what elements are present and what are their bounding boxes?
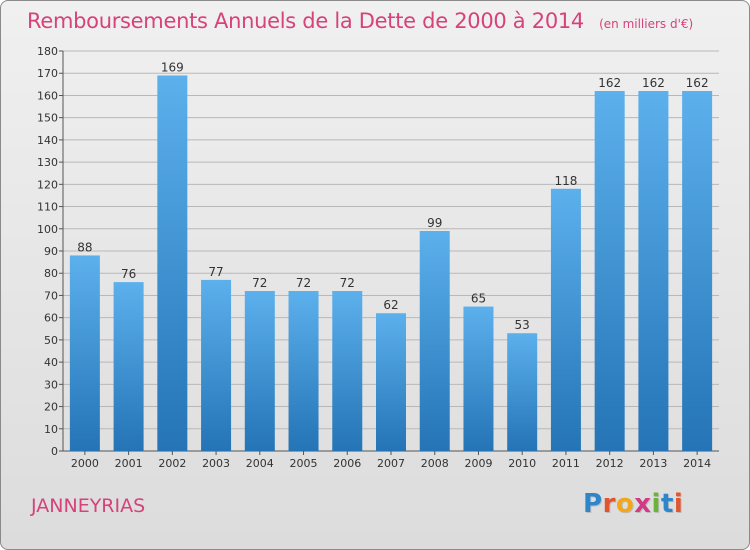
data-label: 99 bbox=[427, 216, 442, 230]
chart-title-text: Remboursements Annuels de la Dette de 20… bbox=[27, 9, 584, 33]
y-tick-label: 120 bbox=[37, 178, 58, 191]
data-label: 162 bbox=[686, 76, 709, 90]
y-tick-label: 50 bbox=[44, 334, 58, 347]
y-tick-label: 40 bbox=[44, 356, 58, 369]
y-tick-label: 60 bbox=[44, 312, 58, 325]
bar bbox=[463, 306, 494, 451]
y-tick-label: 140 bbox=[37, 134, 58, 147]
bar bbox=[682, 91, 713, 451]
y-tick-label: 130 bbox=[37, 156, 58, 169]
data-label: 53 bbox=[515, 318, 530, 332]
commune-name: JANNEYRIAS bbox=[31, 495, 146, 517]
y-tick-label: 110 bbox=[37, 201, 58, 214]
data-label: 72 bbox=[340, 276, 355, 290]
data-label: 72 bbox=[252, 276, 267, 290]
y-tick-label: 90 bbox=[44, 245, 58, 258]
x-tick-label: 2002 bbox=[158, 457, 186, 470]
bar bbox=[638, 91, 669, 451]
x-tick-labels: 2000 2001 2002 2003 2004 2005 2006 2007 2008 2009… bbox=[71, 451, 711, 470]
x-tick-label: 2007 bbox=[377, 457, 405, 470]
data-label: 118 bbox=[554, 174, 577, 188]
bar bbox=[594, 91, 625, 451]
data-label: 162 bbox=[598, 76, 621, 90]
y-tick-label: 180 bbox=[37, 45, 58, 58]
data-label: 169 bbox=[161, 60, 184, 74]
bar bbox=[507, 333, 538, 451]
x-tick-label: 2004 bbox=[246, 457, 274, 470]
x-tick-label: 2006 bbox=[333, 457, 361, 470]
x-tick-label: 2003 bbox=[202, 457, 230, 470]
x-tick-label: 2013 bbox=[639, 457, 667, 470]
y-tick-label: 20 bbox=[44, 401, 58, 414]
x-tick-label: 2012 bbox=[596, 457, 624, 470]
y-tick-label: 100 bbox=[37, 223, 58, 236]
bar bbox=[288, 291, 319, 451]
bars bbox=[69, 75, 713, 451]
x-tick-label: 2014 bbox=[683, 457, 711, 470]
y-tick-label: 10 bbox=[44, 423, 58, 436]
bar bbox=[157, 75, 188, 451]
proxiti-logo: Proxiti bbox=[583, 489, 684, 519]
x-tick-label: 2000 bbox=[71, 457, 99, 470]
x-tick-label: 2008 bbox=[421, 457, 449, 470]
data-label: 76 bbox=[121, 267, 136, 281]
data-label: 88 bbox=[77, 240, 92, 254]
chart-unit: (en milliers d'€) bbox=[599, 17, 694, 31]
y-tick-label: 30 bbox=[44, 378, 58, 391]
bar bbox=[332, 291, 363, 451]
y-tick-label: 160 bbox=[37, 89, 58, 102]
y-tick-label: 150 bbox=[37, 112, 58, 125]
chart-title: Remboursements Annuels de la Dette de 20… bbox=[27, 9, 693, 33]
x-tick-label: 2010 bbox=[508, 457, 536, 470]
data-labels: 88 76 169 77 72 72 72 62 99 65 53 118 162 162 162 bbox=[77, 60, 708, 332]
data-label: 65 bbox=[471, 292, 486, 306]
x-tick-label: 2011 bbox=[552, 457, 580, 470]
bar bbox=[69, 255, 100, 451]
x-tick-label: 2009 bbox=[464, 457, 492, 470]
data-label: 77 bbox=[208, 265, 223, 279]
y-tick-label: 80 bbox=[44, 267, 58, 280]
data-label: 62 bbox=[383, 298, 398, 312]
bar bbox=[244, 291, 275, 451]
y-tick-label: 70 bbox=[44, 289, 58, 302]
bar bbox=[550, 188, 581, 451]
y-tick-label: 0 bbox=[51, 445, 58, 458]
bar bbox=[201, 279, 232, 451]
x-tick-label: 2001 bbox=[115, 457, 143, 470]
data-label: 162 bbox=[642, 76, 665, 90]
data-label: 72 bbox=[296, 276, 311, 290]
y-tick-label: 170 bbox=[37, 67, 58, 80]
bar bbox=[113, 282, 144, 451]
bar bbox=[376, 313, 406, 451]
bar bbox=[419, 231, 450, 451]
x-tick-label: 2005 bbox=[290, 457, 318, 470]
y-tick-labels: 0 10 20 30 40 50 60 70 80 90 100 110 120 130 140 150 160… bbox=[37, 45, 58, 458]
